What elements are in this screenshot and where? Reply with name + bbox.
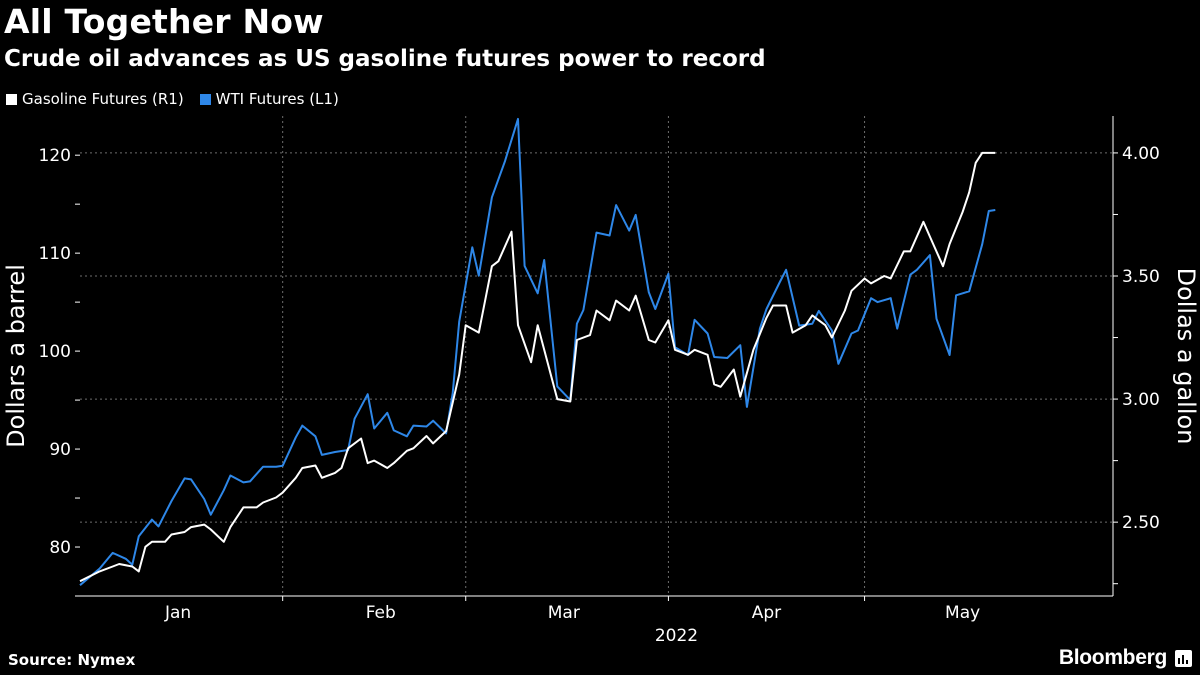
chart-title: All Together Now <box>4 2 324 41</box>
legend-item-wti: WTI Futures (L1) <box>199 90 339 108</box>
x-tick-label: Apr <box>752 603 781 623</box>
right-y-tick-label: 3.00 <box>1122 390 1160 410</box>
chart-subtitle: Crude oil advances as US gasoline future… <box>4 46 766 72</box>
right-y-tick-label: 3.50 <box>1122 267 1160 287</box>
left-y-tick-label: 100 <box>39 342 71 362</box>
x-axis-title: 2022 <box>655 626 698 646</box>
right-y-axis-title: Dollas a gallon <box>1172 268 1200 445</box>
brand-name: Bloomberg <box>1058 646 1167 669</box>
left-y-axis-title: Dollars a barrel <box>2 264 30 448</box>
left-y-tick-label: 80 <box>49 538 71 558</box>
x-tick-label: Mar <box>548 603 580 623</box>
x-tick-label: May <box>945 603 980 623</box>
series-line-gasoline <box>79 151 996 583</box>
left-y-tick-label: 120 <box>39 146 71 166</box>
legend-swatch-gasoline <box>6 93 17 105</box>
bloomberg-terminal-icon <box>1175 649 1192 667</box>
source-note: Source: Nymex <box>8 651 136 669</box>
right-y-tick-label: 4.00 <box>1122 144 1160 164</box>
x-tick-label: Feb <box>366 603 396 623</box>
chart-legend: Gasoline Futures (R1) WTI Futures (L1) <box>6 90 339 108</box>
brand-logo: Bloomberg <box>1059 646 1192 670</box>
series-line-wti <box>79 117 996 586</box>
right-y-tick-label: 2.50 <box>1122 513 1160 533</box>
left-y-tick-label: 90 <box>49 440 71 460</box>
legend-label-wti: WTI Futures (L1) <box>215 90 339 108</box>
legend-label-gasoline: Gasoline Futures (R1) <box>22 90 184 108</box>
legend-swatch-wti <box>199 93 211 105</box>
legend-item-gasoline: Gasoline Futures (R1) <box>6 90 184 108</box>
left-y-tick-label: 110 <box>39 244 71 264</box>
x-tick-label: Jan <box>164 603 191 623</box>
